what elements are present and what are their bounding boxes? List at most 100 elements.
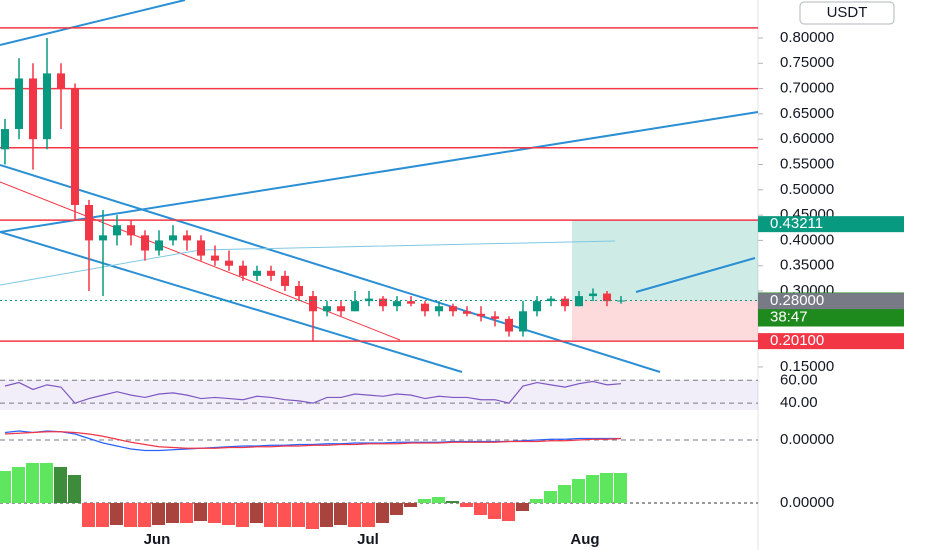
currency-box (799, 1, 895, 25)
hist-bar (236, 503, 249, 527)
trend-line (635, 257, 756, 293)
candle-body (435, 306, 443, 312)
candle-body (281, 275, 289, 286)
candle-body (505, 318, 513, 332)
hist-bar (0, 471, 11, 503)
candle-body (309, 296, 317, 312)
candle-body (575, 296, 583, 307)
hist-bar (222, 503, 235, 525)
candle-body (43, 73, 51, 140)
hist-bar (54, 467, 67, 503)
hist-bar (208, 503, 221, 523)
candle-body (57, 73, 65, 89)
hist-bar (572, 479, 585, 503)
rsi-line (4, 380, 622, 404)
loss-zone (572, 300, 758, 340)
hist-bar (390, 503, 403, 515)
y-tick-label: 0.50000 (780, 181, 834, 198)
hist-bar (446, 501, 459, 503)
hist-bar (516, 503, 529, 511)
candle-body (393, 301, 401, 307)
currency: USDT (827, 4, 868, 21)
candle-body (463, 311, 471, 314)
candle-body (519, 311, 527, 332)
x-tick-label: Jul (357, 531, 379, 548)
hist-bar (614, 473, 627, 503)
candle-body (407, 301, 415, 304)
hist-bar (292, 503, 305, 527)
candle-body (99, 235, 107, 241)
hist-bar (474, 503, 487, 515)
rsi-band (0, 380, 758, 410)
hist-bar (82, 503, 95, 527)
profit-zone (572, 220, 758, 300)
y-tick-label: 0.40000 (780, 231, 834, 248)
hist-bar (96, 503, 109, 527)
hist-bar (166, 503, 179, 523)
ma-line (0, 181, 401, 341)
price-badge (758, 293, 904, 310)
candle-body (183, 235, 191, 241)
hist-bar (152, 503, 165, 525)
countdown: 38:47 (770, 308, 808, 325)
hist-bar (502, 503, 515, 521)
candle-body (169, 235, 177, 241)
candle-body (239, 265, 247, 276)
hist-bar (362, 503, 375, 527)
candle-body (351, 301, 359, 312)
y-tick-label: 0.60000 (780, 130, 834, 147)
candle-body (253, 270, 261, 276)
hist-bar (180, 503, 193, 523)
candle-body (155, 240, 163, 251)
candle-body (449, 306, 457, 312)
hist-bar (26, 463, 39, 503)
candle-body (547, 298, 555, 302)
hist-bar (306, 503, 319, 529)
candle-body (211, 255, 219, 261)
hist-bar (600, 473, 613, 503)
candle-body (85, 204, 93, 241)
y-tick-label: 0.35000 (780, 257, 834, 274)
rsi-tick-label: 60.00 (780, 371, 818, 388)
hist-bar (348, 503, 361, 527)
hist-bar (432, 497, 445, 503)
hist-bar (558, 485, 571, 503)
candle-body (589, 293, 597, 297)
y-tick-label: 0.75000 (780, 54, 834, 71)
candle-body (141, 235, 149, 251)
trend-line (0, 164, 661, 373)
hist-bar (320, 503, 333, 527)
candle-body (225, 260, 233, 266)
hist-bar (334, 503, 347, 525)
x-tick-label: Aug (570, 531, 599, 548)
candle-body (71, 88, 79, 205)
price-badge-label: 0.20100 (770, 332, 824, 349)
candle-body (267, 270, 275, 276)
candle-body (379, 298, 387, 307)
candle-body (365, 298, 373, 302)
hist-bar (278, 503, 291, 527)
hist-bar (460, 503, 473, 507)
hist-bar (264, 503, 277, 527)
y-tick-label: 0.65000 (780, 105, 834, 122)
candle-body (15, 78, 23, 130)
candle-body (1, 129, 9, 150)
hist-bar (586, 475, 599, 503)
candle-body (337, 306, 345, 312)
price-badge-label: 0.28000 (770, 292, 824, 309)
hist-bar (250, 503, 263, 523)
candle-body (295, 285, 303, 297)
candle-body (477, 313, 485, 317)
price-badge (758, 216, 904, 233)
candle-body (197, 240, 205, 256)
x-tick-label: Jun (144, 531, 171, 548)
hist-bar (194, 503, 207, 521)
hist-bar (40, 463, 53, 503)
candle-body (113, 225, 121, 236)
trend-line (0, 111, 759, 233)
hist-bar (404, 503, 417, 507)
candle-body (29, 78, 37, 140)
hist-bar (110, 503, 123, 525)
trend-lines (0, 0, 759, 373)
